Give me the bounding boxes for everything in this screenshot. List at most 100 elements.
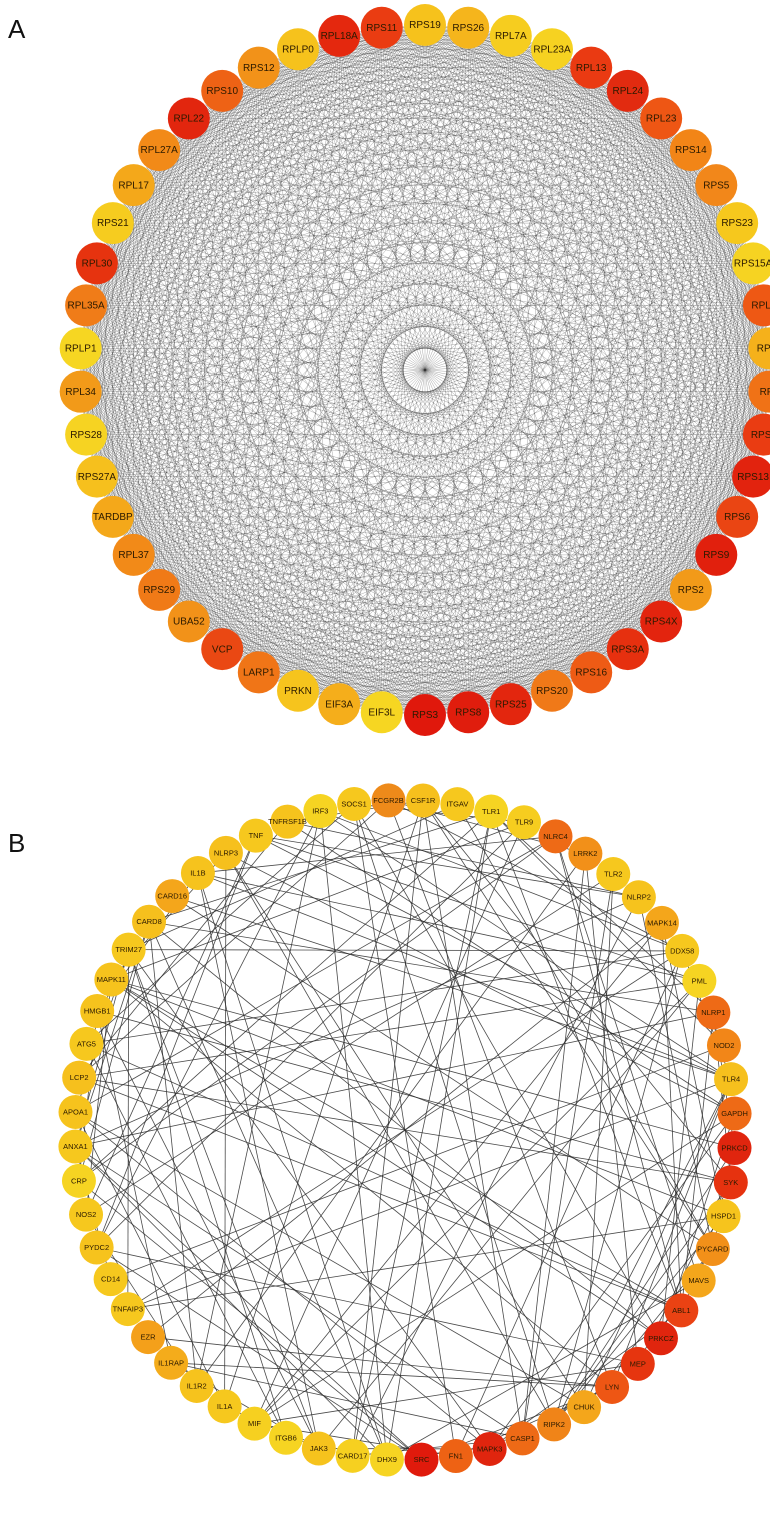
node-rps13[interactable]: RPS13 [732,455,770,498]
node-rpl9[interactable]: RPL9 [748,327,770,370]
node-mavs[interactable]: MAVS [681,1263,716,1298]
node-rpl23[interactable]: RPL23 [640,97,683,140]
node-nos2[interactable]: NOS2 [69,1197,104,1232]
node-jak3[interactable]: JAK3 [301,1431,336,1466]
node-eif3a[interactable]: EIF3A [318,683,361,726]
node-tnfaip3[interactable]: TNFAIP3 [110,1292,145,1327]
node-socs1[interactable]: SOCS1 [337,786,372,821]
node-cd14[interactable]: CD14 [93,1262,128,1297]
node-fcgr2b[interactable]: FCGR2B [371,783,406,818]
node-tardbp[interactable]: TARDBP [91,495,134,538]
node-rpl7a[interactable]: RPL7A [489,14,532,57]
node-lyn[interactable]: LYN [595,1369,630,1404]
node-lcp2[interactable]: LCP2 [62,1060,97,1095]
node-rpl13[interactable]: RPL13 [570,46,613,89]
node-irf3[interactable]: IRF3 [303,794,338,829]
node-rps11[interactable]: RPS11 [360,6,403,49]
node-eif3l[interactable]: EIF3L [360,691,403,734]
node-rps29[interactable]: RPS29 [138,568,181,611]
node-rps16[interactable]: RPS16 [570,651,613,694]
node-ddx58[interactable]: DDX58 [665,933,700,968]
node-rpl24[interactable]: RPL24 [606,69,649,112]
node-il1a[interactable]: IL1A [207,1389,242,1424]
node-nlrp3[interactable]: NLRP3 [208,835,243,870]
node-rps1[interactable]: RPS1 [742,413,770,456]
node-mapk3[interactable]: MAPK3 [472,1431,507,1466]
node-rps28[interactable]: RPS28 [65,413,108,456]
node-itgb6[interactable]: ITGB6 [269,1420,304,1455]
node-hmgb1[interactable]: HMGB1 [80,994,115,1029]
node-pydc2[interactable]: PYDC2 [79,1230,114,1265]
node-trim27[interactable]: TRIM27 [111,932,146,967]
node-hspd1[interactable]: HSPD1 [706,1199,741,1234]
node-nlrc4[interactable]: NLRC4 [538,819,573,854]
node-rps20[interactable]: RPS20 [531,669,574,712]
node-rpl17[interactable]: RPL17 [112,164,155,207]
node-rpl23a[interactable]: RPL23A [531,28,574,71]
node-rps23[interactable]: RPS23 [716,202,759,245]
node-uba52[interactable]: UBA52 [167,600,210,643]
node-abl1[interactable]: ABL1 [664,1293,699,1328]
node-rpl27a[interactable]: RPL27A [138,129,181,172]
node-casp1[interactable]: CASP1 [505,1421,540,1456]
node-il1r2[interactable]: IL1R2 [179,1368,214,1403]
node-pml[interactable]: PML [682,963,717,998]
node-dhx9[interactable]: DHX9 [369,1442,404,1477]
node-larp1[interactable]: LARP1 [237,651,280,694]
node-prkcd[interactable]: PRKCD [717,1131,752,1166]
node-rps8[interactable]: RPS8 [447,691,490,734]
node-itgav[interactable]: ITGAV [440,787,475,822]
node-pycard[interactable]: PYCARD [695,1231,730,1266]
node-rps2[interactable]: RPS2 [669,568,712,611]
node-rps27a[interactable]: RPS27A [75,455,118,498]
node-rps26[interactable]: RPS26 [447,6,490,49]
node-ripk2[interactable]: RIPK2 [537,1407,572,1442]
node-tlr1[interactable]: TLR1 [474,794,509,829]
node-atg5[interactable]: ATG5 [69,1026,104,1061]
node-rpl18a[interactable]: RPL18A [318,14,361,57]
node-tlr2[interactable]: TLR2 [596,857,631,892]
node-mapk14[interactable]: MAPK14 [644,905,679,940]
node-rps15a[interactable]: RPS15A [732,242,770,285]
node-mapk11[interactable]: MAPK11 [94,962,129,997]
node-prkcz[interactable]: PRKCZ [643,1321,678,1356]
node-rplp0[interactable]: RPLP0 [276,28,319,71]
node-rps4x[interactable]: RPS4X [640,600,683,643]
node-csf1r[interactable]: CSF1R [406,783,441,818]
node-rpl34[interactable]: RPL34 [59,370,102,413]
node-crp[interactable]: CRP [61,1163,96,1198]
node-lrrk2[interactable]: LRRK2 [568,836,603,871]
node-rplp1[interactable]: RPLP1 [59,327,102,370]
node-rps6[interactable]: RPS6 [716,495,759,538]
node-prkn[interactable]: PRKN [276,669,319,712]
node-tnf[interactable]: TNF [238,818,273,853]
node-rps3a[interactable]: RPS3A [606,628,649,671]
node-card16[interactable]: CARD16 [155,879,190,914]
node-card8[interactable]: CARD8 [132,904,167,939]
node-rps14[interactable]: RPS14 [669,129,712,172]
node-rps9[interactable]: RPS9 [695,533,738,576]
node-tlr4[interactable]: TLR4 [714,1062,749,1097]
node-il1b[interactable]: IL1B [180,856,215,891]
node-vcp[interactable]: VCP [201,628,244,671]
node-apoa1[interactable]: APOA1 [58,1094,93,1129]
node-rpl22[interactable]: RPL22 [167,97,210,140]
node-rps19[interactable]: RPS19 [404,4,446,46]
node-rps12[interactable]: RPS12 [237,46,280,89]
node-mif[interactable]: MIF [237,1406,272,1441]
node-il1rap[interactable]: IL1RAP [154,1345,189,1380]
node-rpl5[interactable]: RPL5 [742,284,770,327]
node-gapdh[interactable]: GAPDH [717,1096,752,1131]
node-mep[interactable]: MEP [620,1346,655,1381]
node-fn1[interactable]: FN1 [438,1439,473,1474]
node-ezr[interactable]: EZR [131,1320,166,1355]
node-rps3[interactable]: RPS3 [404,694,446,736]
node-src[interactable]: SRC [404,1442,439,1477]
node-nlrp1[interactable]: NLRP1 [696,995,731,1030]
node-tlr9[interactable]: TLR9 [506,805,541,840]
node-chuk[interactable]: CHUK [567,1390,602,1425]
node-rpl30[interactable]: RPL30 [75,242,118,285]
node-rps10[interactable]: RPS10 [201,69,244,112]
node-rps21[interactable]: RPS21 [91,202,134,245]
node-rps25[interactable]: RPS25 [489,683,532,726]
